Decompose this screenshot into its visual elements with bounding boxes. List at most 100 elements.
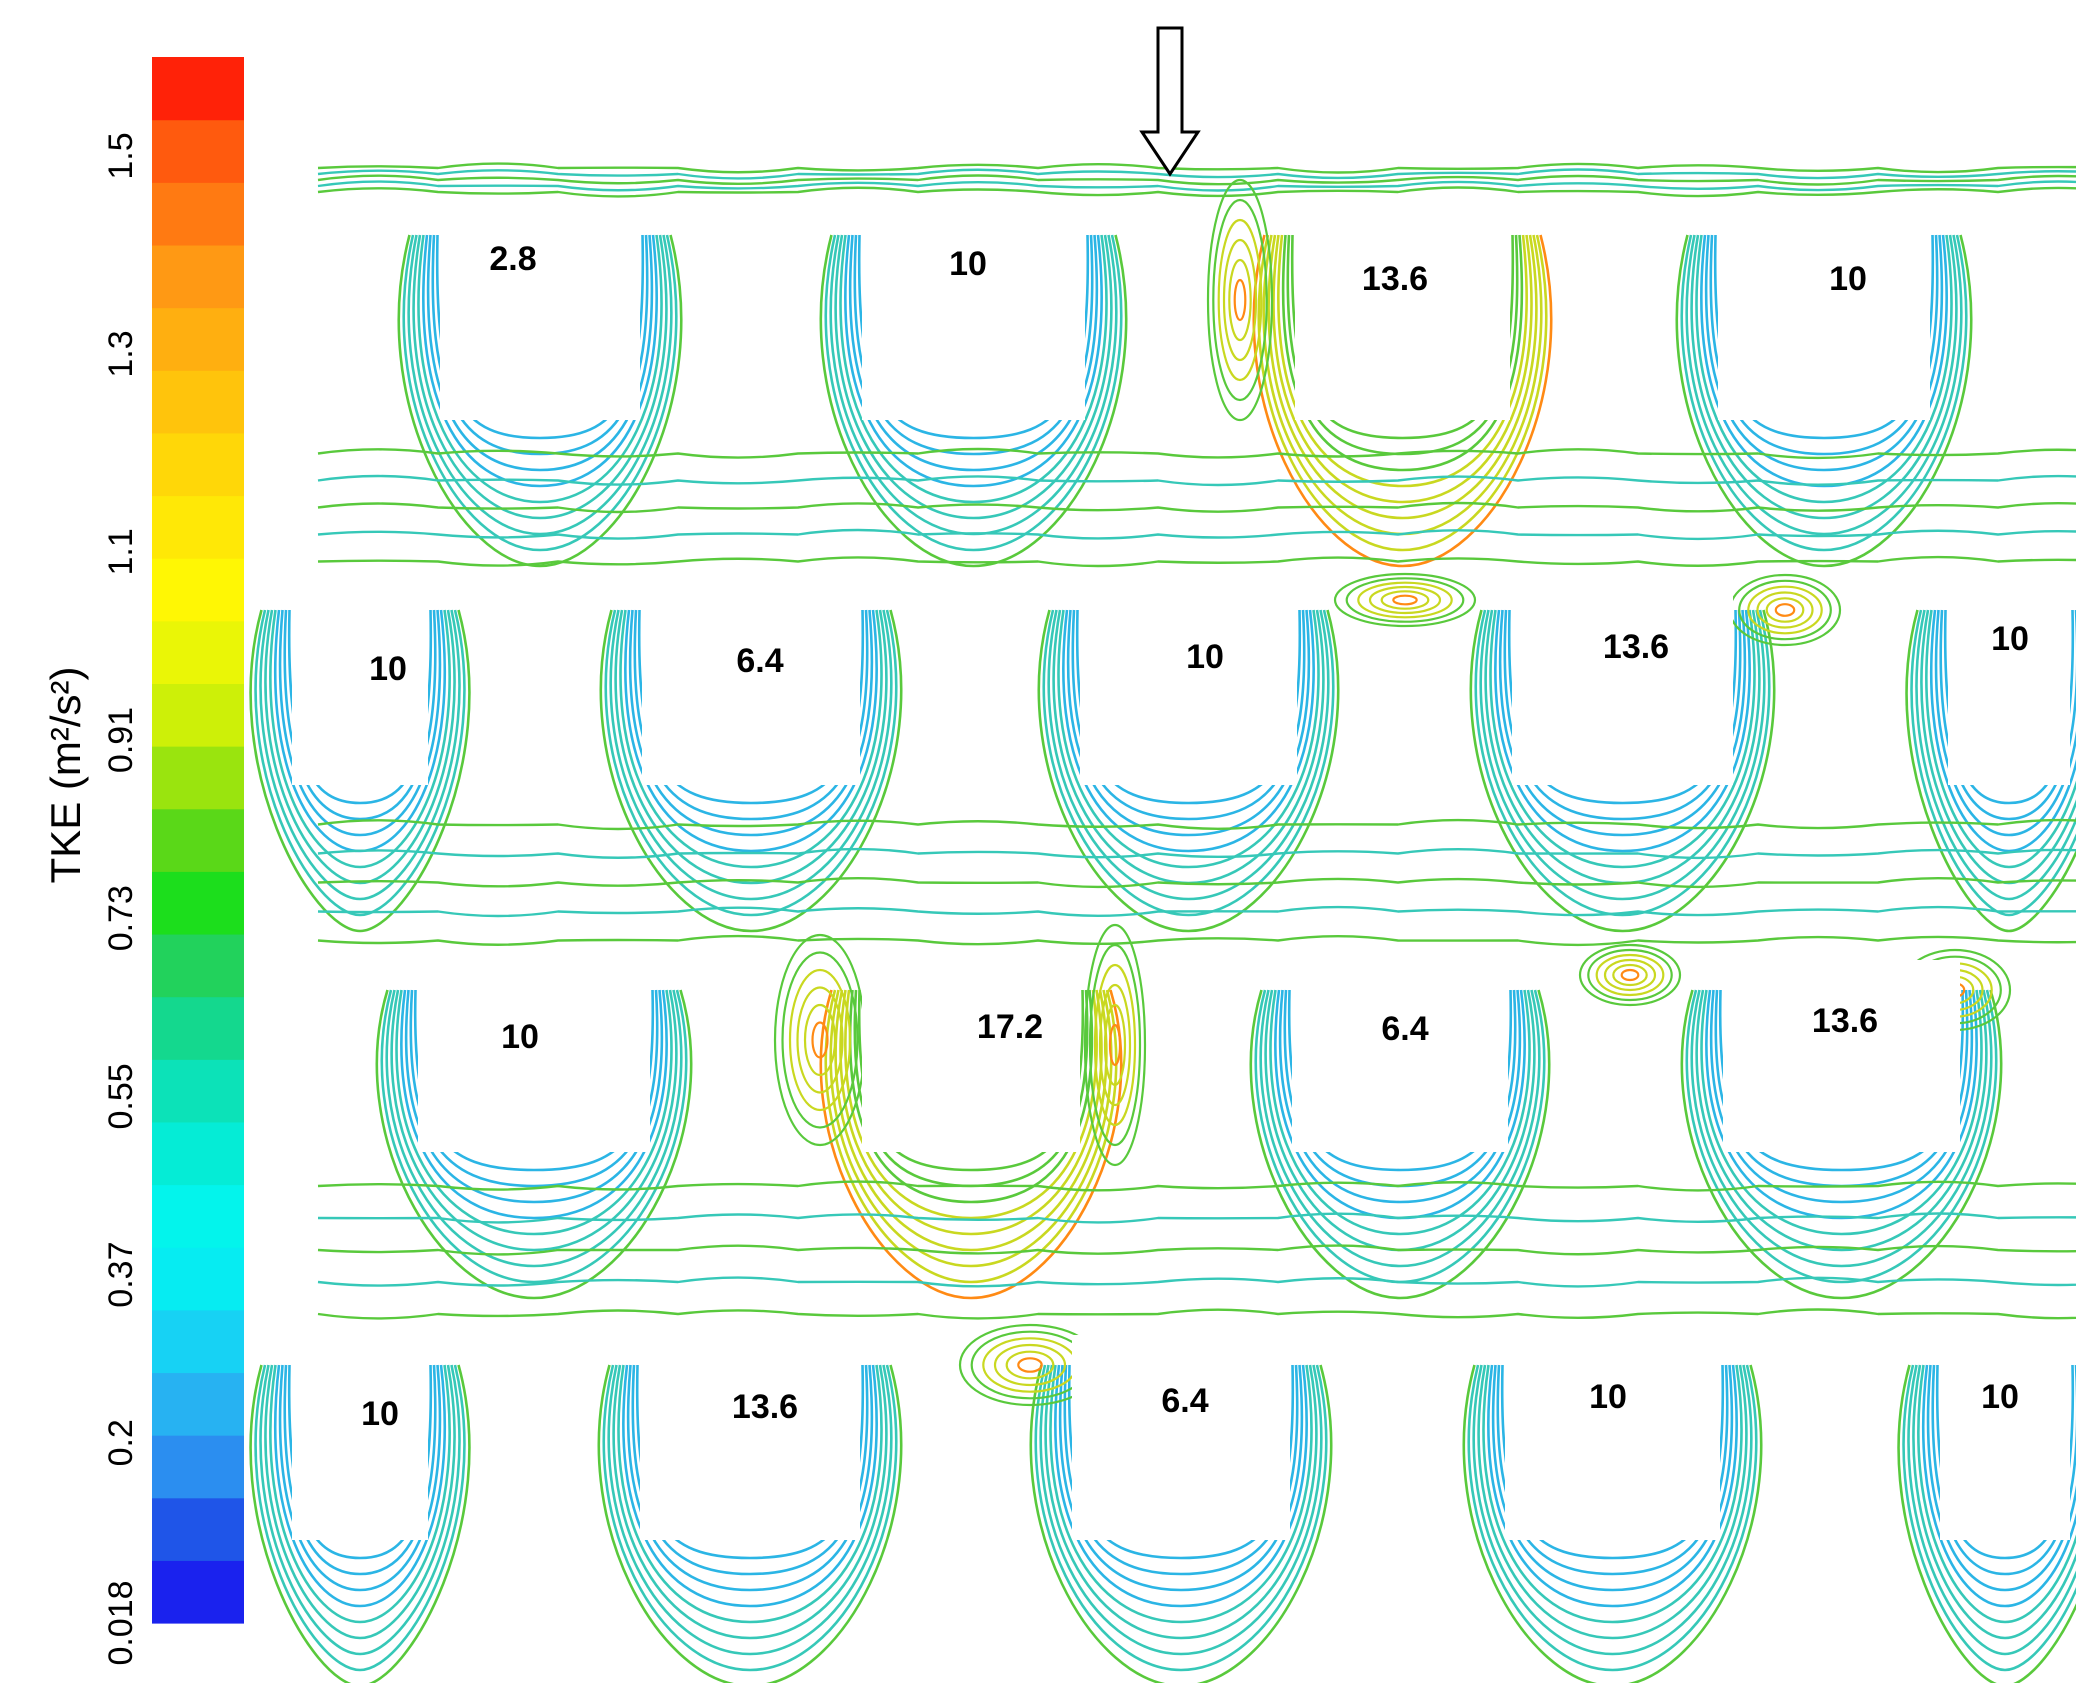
colorbar-segment bbox=[152, 996, 244, 1060]
contour-line bbox=[1249, 989, 1551, 1300]
contour-line bbox=[1902, 1364, 2076, 1672]
colorbar-tick-labels: 0.018 0.2 0.37 0.55 0.73 0.91 1.1 1.3 1.5 bbox=[102, 132, 140, 1665]
contour-line bbox=[269, 1364, 451, 1624]
colorbar-segment bbox=[152, 307, 244, 371]
contour-line bbox=[380, 989, 688, 1284]
contour-line bbox=[317, 934, 2076, 947]
colorbar-segment bbox=[152, 495, 244, 559]
contour-line bbox=[259, 609, 461, 901]
building-height-label: 10 bbox=[1829, 260, 1867, 298]
contour-line bbox=[1925, 609, 2076, 869]
contour-line bbox=[1257, 234, 1548, 552]
contour-line bbox=[1479, 609, 1766, 901]
contour-line bbox=[1907, 1364, 2076, 1656]
building-height-label: 10 bbox=[501, 1018, 539, 1056]
contour-line bbox=[259, 1364, 461, 1656]
colorbar-segment bbox=[152, 746, 244, 810]
contour-line bbox=[844, 989, 1098, 1220]
contour-line bbox=[811, 1021, 829, 1059]
contour-line bbox=[1017, 1357, 1043, 1373]
building-height-label: 10 bbox=[1991, 620, 2029, 658]
contour-line bbox=[853, 234, 1094, 456]
contour-line bbox=[604, 609, 898, 917]
building-height-label: 13.6 bbox=[1812, 1002, 1878, 1040]
building-block bbox=[440, 205, 640, 420]
contour-line bbox=[788, 968, 852, 1112]
contour-line bbox=[1472, 1364, 1753, 1656]
contour-line bbox=[1357, 581, 1453, 619]
colorbar-segment bbox=[152, 933, 244, 998]
contour-line bbox=[317, 174, 2076, 186]
contour-line bbox=[1685, 989, 1998, 1284]
contour-line bbox=[1934, 609, 2076, 837]
contour-line bbox=[619, 609, 883, 869]
contour-line bbox=[417, 234, 663, 504]
contour-line bbox=[395, 989, 673, 1236]
contour-line bbox=[614, 609, 888, 885]
colorbar-tick-label: 0.37 bbox=[102, 1242, 140, 1308]
tke-colorbar bbox=[152, 57, 244, 1624]
contour-line bbox=[264, 1364, 456, 1640]
contour-line bbox=[1905, 609, 2076, 933]
contour-line bbox=[773, 933, 867, 1147]
colorbar-segment bbox=[152, 558, 244, 622]
contour-line bbox=[626, 1364, 874, 1592]
contour-line bbox=[1206, 178, 1274, 422]
contour-line bbox=[1380, 590, 1430, 610]
building-height-label: 2.8 bbox=[489, 240, 536, 278]
contour-line bbox=[1037, 609, 1340, 933]
contour-line bbox=[631, 1364, 869, 1576]
contour-line bbox=[317, 528, 2076, 541]
building-block bbox=[1072, 1335, 1290, 1540]
contour-line bbox=[264, 609, 456, 885]
contour-line bbox=[1259, 989, 1541, 1268]
building-height-label: 10 bbox=[1981, 1378, 2019, 1416]
contour-line bbox=[1044, 1364, 1318, 1640]
contour-line bbox=[1700, 989, 1983, 1236]
contour-line bbox=[781, 951, 859, 1129]
colorbar-segment bbox=[152, 871, 244, 935]
contour-line bbox=[1212, 198, 1268, 402]
contour-line bbox=[1252, 234, 1553, 568]
building-height-label: 6.4 bbox=[736, 642, 783, 680]
contour-line bbox=[283, 1364, 437, 1576]
contour-line bbox=[1083, 923, 1147, 1167]
contour-line bbox=[1926, 1364, 2076, 1592]
contour-line bbox=[1680, 234, 1968, 552]
contour-line bbox=[317, 555, 2076, 568]
building-height-label: 10 bbox=[369, 650, 407, 688]
building-blocks: 2.8 10 13.6 10 10 6.4 10 13.6 10 10 17.2 6.4 13.6 10 1… bbox=[292, 205, 2070, 1540]
colorbar-segment bbox=[152, 683, 244, 747]
colorbar-segment bbox=[152, 1435, 244, 1499]
building-block bbox=[640, 1335, 860, 1540]
building-block bbox=[1718, 205, 1930, 420]
contour-line bbox=[1910, 609, 2076, 917]
contour-line bbox=[834, 234, 1113, 520]
colorbar-tick-label: 0.2 bbox=[102, 1419, 140, 1466]
building-block bbox=[1295, 205, 1510, 420]
contour-line bbox=[824, 234, 1123, 552]
contour-line bbox=[274, 1364, 446, 1608]
contour-line bbox=[1620, 968, 1640, 982]
contour-line bbox=[1088, 943, 1142, 1147]
contour-line bbox=[317, 1308, 2076, 1320]
contour-line bbox=[404, 989, 664, 1204]
building-block bbox=[1292, 960, 1508, 1152]
colorbar-tick-label: 1.5 bbox=[102, 132, 140, 179]
contour-line bbox=[317, 1180, 2076, 1192]
contour-line bbox=[412, 234, 668, 520]
contour-line bbox=[409, 989, 659, 1188]
colorbar-segment bbox=[152, 1247, 244, 1311]
contour-line bbox=[1057, 609, 1320, 869]
contour-line bbox=[1496, 1364, 1729, 1576]
building-block bbox=[1512, 580, 1733, 785]
colorbar-segment bbox=[152, 57, 244, 121]
contour-line bbox=[1066, 609, 1311, 837]
building-height-label: 10 bbox=[949, 245, 987, 283]
contour-line bbox=[1272, 234, 1533, 504]
contour-line bbox=[993, 1343, 1067, 1387]
contour-line bbox=[385, 989, 683, 1268]
colorbar-segment bbox=[152, 182, 244, 246]
contour-line bbox=[426, 234, 654, 472]
